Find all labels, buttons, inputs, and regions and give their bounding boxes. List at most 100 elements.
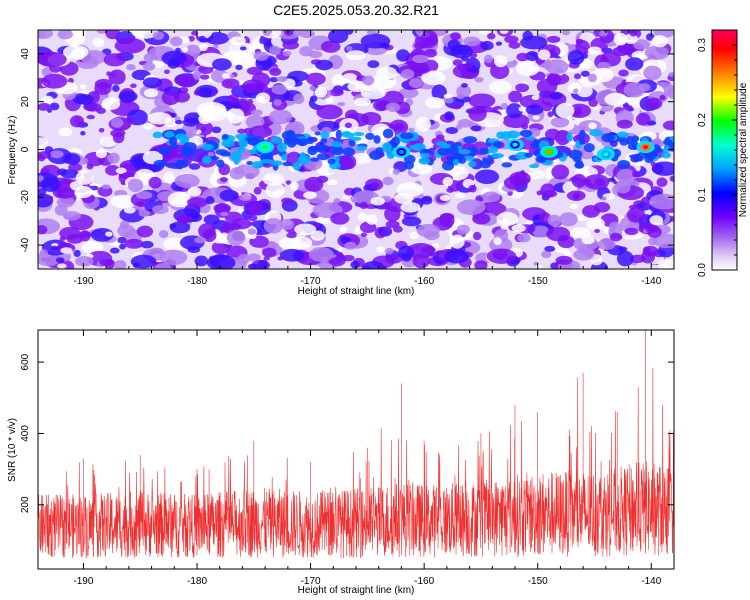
heatmap-cell (246, 253, 261, 262)
heatmap-cell (226, 107, 245, 124)
heatmap-cell (55, 257, 65, 263)
heatmap-cell (488, 80, 512, 94)
heatmap-band-cell (276, 142, 287, 153)
heatmap-cell (455, 124, 463, 130)
heatmap-cell (241, 79, 266, 94)
heatmap-band-cell (152, 131, 163, 139)
heatmap-cell (187, 186, 202, 197)
heatmap-cell (496, 211, 519, 226)
heatmap-band-cell (183, 142, 197, 151)
heatmap-band-cell (282, 161, 293, 167)
heatmap-cell (265, 181, 285, 198)
heatmap-cell (158, 230, 169, 239)
heatmap-cell (622, 104, 633, 111)
heatmap-cell (449, 32, 461, 40)
heatmap-cell (618, 69, 629, 77)
heatmap-band-cell (260, 152, 274, 160)
spectrogram-y-ticks: -40 -20 0 20 40 (20, 48, 674, 252)
heatmap-cell (41, 73, 68, 89)
heatmap-cell (468, 93, 496, 108)
heatmap-band-cell (163, 131, 175, 138)
heatmap-cell (92, 38, 105, 47)
heatmap-band-cell (216, 159, 225, 168)
heatmap-cell (248, 214, 258, 222)
heatmap-cell (516, 52, 529, 62)
heatmap-cell (227, 94, 239, 104)
heatmap-cell (250, 43, 267, 54)
heatmap-cell (531, 170, 546, 179)
colorbar-tick-label: 0.1 (697, 188, 708, 202)
heatmap-cell (360, 232, 367, 238)
heatmap-feature-core (398, 149, 404, 154)
spectrogram-y-axis-label: Frequency (Hz) (7, 116, 18, 185)
spectrogram-y-tick-label: 40 (20, 48, 31, 60)
heatmap-cell (478, 30, 491, 35)
heatmap-band-cell (296, 138, 309, 147)
heatmap-band-cell (365, 132, 375, 140)
heatmap-cell (41, 95, 54, 104)
heatmap-band-cell (453, 142, 462, 147)
heatmap-cell (566, 190, 586, 201)
heatmap-cell (367, 60, 380, 69)
heatmap-cell (237, 128, 247, 134)
heatmap-cell (474, 260, 488, 269)
heatmap-cell (66, 233, 84, 244)
heatmap-cell (293, 93, 305, 105)
heatmap-cell (253, 186, 262, 195)
heatmap-cell (499, 30, 509, 35)
heatmap-cell (461, 83, 468, 88)
heatmap-cell (278, 237, 302, 250)
heatmap-cell (239, 193, 252, 202)
heatmap-band-cell (238, 139, 248, 149)
heatmap-band-cell (668, 142, 674, 151)
heatmap-band-cell (309, 157, 320, 162)
heatmap-cell (385, 102, 401, 113)
heatmap-band-cell (233, 155, 240, 165)
heatmap-cell (456, 85, 472, 98)
snr-y-tick-label: 600 (20, 353, 31, 370)
heatmap-cell (587, 46, 602, 55)
heatmap-cell (389, 119, 409, 135)
heatmap-cell (345, 45, 353, 52)
heatmap-band-cell (341, 132, 355, 138)
snr-x-ticks: -190 -180 -170 -160 -150 -140 (73, 330, 662, 587)
heatmap-cell (456, 199, 486, 215)
heatmap-cell (38, 151, 52, 159)
heatmap-cell (443, 93, 453, 99)
heatmap-cell (282, 50, 292, 57)
heatmap-cell (337, 247, 343, 253)
heatmap-cell (465, 63, 473, 69)
heatmap-cell (495, 41, 503, 46)
heatmap-cell (588, 73, 597, 83)
heatmap-cell (581, 235, 595, 245)
heatmap-cell (174, 120, 183, 125)
heatmap-band-cell (157, 146, 172, 155)
heatmap-cell (342, 72, 358, 83)
heatmap-cell (187, 246, 201, 254)
snr-panel: -190 -180 -170 -160 -150 -140 200 400 600 Heigh… (7, 329, 675, 596)
heatmap-cell (58, 127, 73, 137)
heatmap-cell (47, 108, 53, 113)
heatmap-cell (365, 214, 378, 225)
heatmap-cell (643, 65, 662, 81)
spectrogram-x-tick-label: -150 (528, 276, 548, 287)
spectrogram-y-tick-label: -20 (20, 190, 31, 205)
heatmap-cell (408, 127, 415, 132)
heatmap-cell (49, 102, 60, 111)
heatmap-cell (248, 125, 273, 138)
heatmap-cell (518, 106, 525, 112)
heatmap-cell (231, 103, 242, 109)
heatmap-cell (211, 126, 222, 134)
heatmap-cell (136, 191, 153, 200)
heatmap-cell (198, 113, 212, 125)
heatmap-cell (279, 248, 305, 262)
heatmap-cell (571, 173, 587, 188)
heatmap-cell (167, 58, 180, 69)
heatmap-cell (616, 250, 634, 267)
heatmap-band-cell (181, 158, 189, 167)
heatmap-cell (230, 36, 246, 46)
heatmap-cell (147, 112, 172, 125)
heatmap-cell (573, 73, 582, 80)
heatmap-band-cell (491, 153, 504, 159)
heatmap-cell (613, 32, 628, 46)
